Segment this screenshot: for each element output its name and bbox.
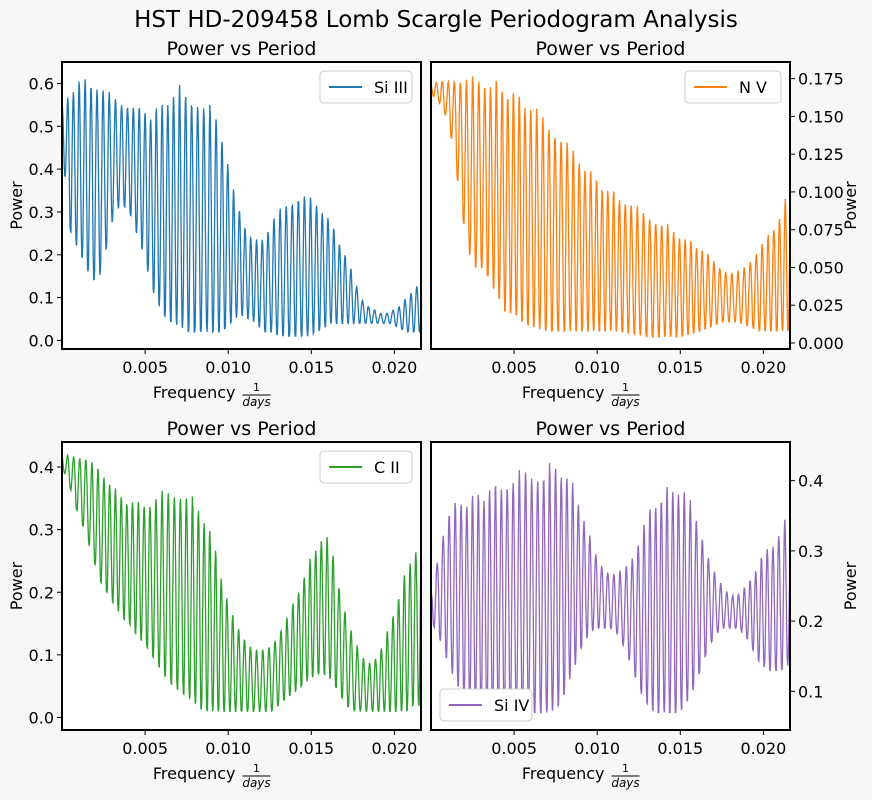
chart-panel-2: Power vs Period 0.005 0.010 0.015 0.020 0.000… — [430, 38, 860, 409]
y-tick-label: 0.0 — [29, 708, 54, 727]
x-tick-label: 0.005 — [122, 358, 168, 377]
x-tick-label: 0.020 — [741, 358, 787, 377]
legend-box — [319, 450, 413, 484]
x-axis-label: Frequency — [153, 383, 236, 402]
x-tick-label: 0.015 — [657, 358, 703, 377]
x-axis-label-numerator: 1 — [622, 762, 629, 775]
legend: Si IV — [439, 688, 533, 722]
axes-frame — [61, 61, 422, 350]
series-line-n-v — [431, 76, 790, 338]
y-tick-label: 0.0 — [29, 331, 54, 350]
y-tick-label: 0.4 — [29, 160, 54, 179]
y-tick-label: 0.025 — [798, 296, 844, 315]
axes-frame — [430, 61, 791, 350]
y-tick-label: 0.3 — [29, 203, 54, 222]
legend: C II — [319, 450, 413, 484]
x-tick-label: 0.020 — [372, 358, 418, 377]
x-tick-label: 0.020 — [741, 739, 787, 758]
chart-panel-3: Power vs Period 0.005 0.010 0.015 0.020 0.0 0.… — [7, 418, 422, 790]
legend-label: N V — [739, 78, 767, 97]
y-tick-label: 0.2 — [29, 246, 54, 265]
x-tick-label: 0.010 — [574, 739, 620, 758]
legend: N V — [684, 70, 782, 104]
x-axis-label-denominator: days — [242, 395, 270, 409]
x-tick-label: 0.010 — [205, 358, 251, 377]
figure-suptitle: HST HD-209458 Lomb Scargle Periodogram A… — [134, 7, 738, 33]
y-tick-label: 0.1 — [29, 289, 54, 308]
x-tick-label: 0.005 — [491, 739, 537, 758]
x-tick-label: 0.015 — [288, 358, 334, 377]
legend-box — [439, 688, 533, 722]
y-tick-label: 0.075 — [798, 221, 844, 240]
y-tick-label: 0.125 — [798, 145, 844, 164]
x-axis-label: Frequency — [522, 383, 605, 402]
legend-box — [684, 70, 782, 104]
y-axis-label: Power — [841, 181, 860, 230]
axes-frame — [430, 441, 791, 731]
legend: Si III — [319, 70, 413, 104]
x-tick-label: 0.005 — [122, 739, 168, 758]
y-tick-label: 0.3 — [29, 521, 54, 540]
y-tick-label: 0.150 — [798, 107, 844, 126]
x-tick-label: 0.010 — [574, 358, 620, 377]
y-tick-label: 0.2 — [29, 583, 54, 602]
y-tick-label: 0.100 — [798, 183, 844, 202]
x-axis-label: Frequency — [153, 764, 236, 783]
y-tick-label: 0.4 — [29, 458, 54, 477]
x-axis-label-numerator: 1 — [253, 762, 260, 775]
x-tick-label: 0.015 — [657, 739, 703, 758]
x-axis-label-denominator: days — [611, 395, 639, 409]
y-tick-label: 0.000 — [798, 334, 844, 353]
x-tick-label: 0.020 — [372, 739, 418, 758]
legend-label: Si III — [374, 78, 408, 97]
legend-box — [319, 70, 413, 104]
y-tick-label: 0.1 — [29, 646, 54, 665]
x-tick-label: 0.010 — [205, 739, 251, 758]
chart-title: Power vs Period — [536, 418, 686, 440]
chart-panel-4: Power vs Period 0.005 0.010 0.015 0.020 0.1 0.… — [430, 418, 860, 790]
x-axis-label: Frequency — [522, 764, 605, 783]
y-tick-label: 0.3 — [798, 542, 823, 561]
y-axis-label: Power — [841, 561, 860, 610]
x-tick-label: 0.015 — [288, 739, 334, 758]
legend-label: Si IV — [494, 696, 529, 715]
y-tick-label: 0.4 — [798, 472, 823, 491]
x-tick-label: 0.005 — [491, 358, 537, 377]
y-tick-label: 0.6 — [29, 74, 54, 93]
y-tick-label: 0.5 — [29, 117, 54, 136]
y-axis-label: Power — [7, 181, 26, 230]
series-line-si-iii — [62, 79, 421, 338]
chart-title: Power vs Period — [167, 38, 317, 60]
chart-title: Power vs Period — [536, 38, 686, 60]
chart-title: Power vs Period — [167, 418, 317, 440]
plot-area — [62, 442, 421, 730]
x-axis-label-denominator: days — [242, 776, 270, 790]
chart-panel-1: Power vs Period 0.005 0.010 0.015 0.020 0.0 0.… — [7, 38, 422, 409]
legend-label: C II — [374, 458, 400, 477]
x-axis-label-denominator: days — [611, 776, 639, 790]
y-tick-label: 0.175 — [798, 70, 844, 89]
series-line-c-ii — [62, 453, 421, 713]
y-axis-label: Power — [7, 561, 26, 610]
x-axis-label-numerator: 1 — [622, 381, 629, 394]
y-tick-label: 0.1 — [798, 682, 823, 701]
y-tick-label: 0.050 — [798, 258, 844, 277]
series-line-si-iv — [431, 463, 790, 715]
y-tick-label: 0.2 — [798, 612, 823, 631]
axes-frame — [61, 441, 422, 731]
x-axis-label-numerator: 1 — [253, 381, 260, 394]
